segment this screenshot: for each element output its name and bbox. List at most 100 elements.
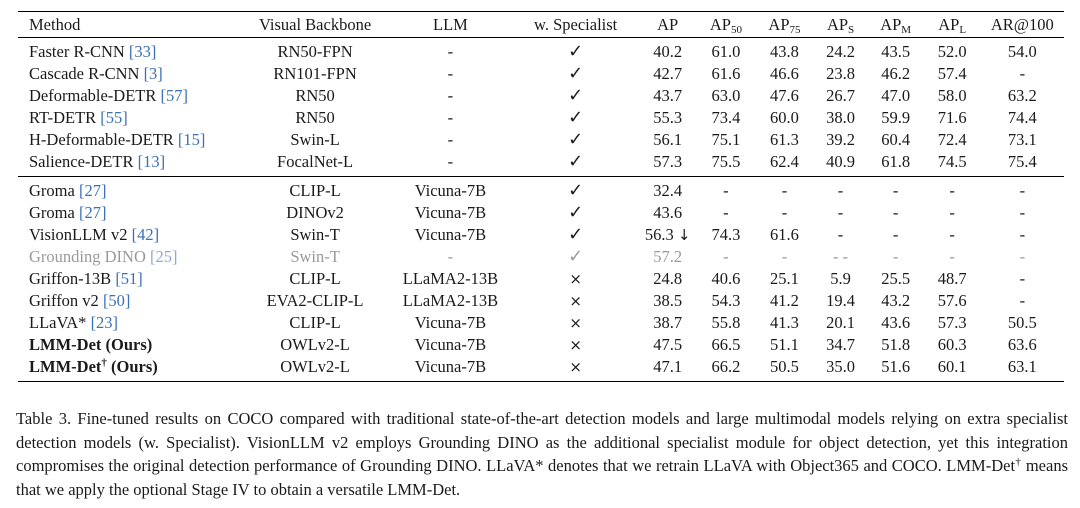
- aps-cell: -: [837, 181, 844, 200]
- backbone-cell: CLIP-L: [289, 269, 341, 288]
- ap50-cell: -: [723, 181, 729, 200]
- backbone-cell: EVA2-CLIP-L: [266, 291, 364, 310]
- col-ar100: AR@100: [990, 15, 1054, 34]
- citation-link[interactable]: [27]: [78, 181, 107, 200]
- table-row: LMM-Det† (Ours) OWLv2-L Vicuna-7B × 47.1…: [18, 356, 1064, 382]
- caption-text: Table 3. Fine-tuned results on COCO comp…: [16, 409, 1068, 475]
- table-row: RT-DETR [55] RN50 - ✓ 55.3 73.4 60.0 38.…: [18, 107, 1064, 129]
- ap-cell: 43.7: [653, 86, 683, 105]
- col-ap50-label: AP: [709, 15, 731, 34]
- apl-cell: -: [949, 203, 955, 222]
- llm-cell: -: [447, 42, 454, 61]
- apm-cell: -: [892, 247, 899, 266]
- col-ap75-label: AP: [768, 15, 790, 34]
- ap-cell: 40.2: [653, 42, 683, 61]
- ap-value: 56.3: [644, 225, 674, 244]
- apl-cell: 72.4: [937, 130, 967, 149]
- backbone-cell: FocalNet-L: [277, 152, 354, 171]
- specialist-cell: ×: [569, 292, 582, 310]
- table-caption: Table 3. Fine-tuned results on COCO comp…: [16, 407, 1068, 501]
- ar100-cell: -: [1019, 225, 1026, 244]
- ap-cell: 57.2: [653, 247, 683, 266]
- col-method: Method: [29, 15, 81, 34]
- ap50-cell: 40.6: [711, 269, 741, 288]
- apm-cell: 46.2: [881, 64, 911, 83]
- ap-cell: 38.5: [653, 291, 683, 310]
- method-cell: VisionLLM v2 [42]: [18, 224, 242, 246]
- method-name: Griffon v2: [29, 291, 99, 310]
- col-llm: LLM: [433, 15, 468, 34]
- backbone-cell: RN50: [295, 108, 335, 127]
- col-apl-label: AP: [938, 15, 960, 34]
- citation-link[interactable]: [55]: [100, 108, 128, 127]
- specialist-cell: ×: [569, 314, 582, 332]
- apl-cell: 60.1: [937, 357, 967, 376]
- table-row: Groma [27] CLIP-L Vicuna-7B ✓ 32.4 - - -…: [18, 177, 1064, 203]
- method-name: Deformable-DETR: [29, 86, 157, 105]
- ap75-cell: 60.0: [770, 108, 799, 127]
- down-arrow-icon: ↓: [677, 226, 691, 244]
- llm-cell: Vicuna-7B: [414, 181, 487, 200]
- citation-link[interactable]: [13]: [137, 152, 166, 171]
- col-aps: APS: [814, 12, 868, 38]
- apl-cell: 74.5: [937, 152, 967, 171]
- specialist-cell: ×: [569, 270, 582, 288]
- ar100-cell: -: [1019, 269, 1026, 288]
- llm-cell: -: [447, 130, 454, 149]
- apl-cell: -: [949, 247, 955, 266]
- col-aps-label: AP: [826, 15, 849, 34]
- method-cell: Groma [27]: [18, 177, 242, 203]
- citation-link[interactable]: [25]: [150, 247, 178, 266]
- citation-link[interactable]: [23]: [90, 313, 119, 332]
- method-name: Groma: [29, 203, 75, 222]
- aps-cell: -: [837, 225, 844, 244]
- ap75-cell: 46.6: [770, 64, 799, 83]
- apm-cell: 43.5: [881, 42, 911, 61]
- table-group-traditional: Faster R-CNN [33] RN50-FPN - ✓ 40.2 61.0…: [18, 38, 1064, 177]
- method-name: VisionLLM v2: [29, 225, 128, 244]
- table-row: H-Deformable-DETR [15] Swin-L - ✓ 56.1 7…: [18, 129, 1064, 151]
- backbone-cell: Swin-T: [290, 225, 340, 244]
- ap50-cell: 63.0: [711, 86, 741, 105]
- apm-cell: 60.4: [881, 130, 911, 149]
- method-name: Cascade R-CNN: [29, 64, 140, 83]
- table-row: Salience-DETR [13] FocalNet-L - ✓ 57.3 7…: [18, 151, 1064, 177]
- citation-link[interactable]: [51]: [115, 269, 143, 288]
- table-row: Cascade R-CNN [3] RN101-FPN - ✓ 42.7 61.…: [18, 63, 1064, 85]
- method-name: RT-DETR: [29, 108, 97, 127]
- ap75-cell: -: [781, 203, 788, 222]
- method-name: Groma: [29, 181, 75, 200]
- header-row: Method Visual Backbone LLM w. Specialist…: [18, 11, 1064, 38]
- citation-link[interactable]: [27]: [78, 203, 107, 222]
- aps-cell: 39.2: [826, 130, 855, 149]
- ar100-cell: -: [1019, 181, 1026, 200]
- citation-link[interactable]: [50]: [102, 291, 131, 310]
- method-name: Salience-DETR: [29, 152, 134, 171]
- col-apl-sub: L: [959, 24, 967, 36]
- aps-cell: 40.9: [826, 152, 855, 171]
- col-ap50-sub: 50: [730, 24, 742, 36]
- ap75-cell: -: [781, 247, 788, 266]
- apl-cell: 71.6: [937, 108, 967, 127]
- backbone-cell: Swin-L: [290, 130, 340, 149]
- apm-cell: 43.6: [881, 313, 911, 332]
- ap50-cell: 75.5: [711, 152, 741, 171]
- specialist-cell: ✓: [568, 85, 584, 106]
- llm-cell: Vicuna-7B: [414, 203, 487, 222]
- specialist-cell: ✓: [568, 180, 584, 201]
- ap50-cell: -: [723, 247, 729, 266]
- citation-link[interactable]: [15]: [177, 130, 206, 149]
- citation-link[interactable]: [33]: [128, 42, 157, 61]
- ap-cell: 47.1: [653, 357, 683, 376]
- citation-link[interactable]: [57]: [160, 86, 189, 105]
- llm-cell: Vicuna-7B: [414, 225, 487, 244]
- apl-cell: 58.0: [937, 86, 967, 105]
- citation-link[interactable]: [42]: [131, 225, 160, 244]
- col-apm: APM: [868, 12, 924, 38]
- backbone-cell: OWLv2-L: [280, 357, 350, 376]
- col-backbone: Visual Backbone: [258, 15, 372, 34]
- citation-link[interactable]: [3]: [143, 64, 163, 83]
- specialist-cell: ✓: [568, 246, 584, 267]
- backbone-cell: RN101-FPN: [273, 64, 357, 83]
- aps-cell: 24.2: [826, 42, 855, 61]
